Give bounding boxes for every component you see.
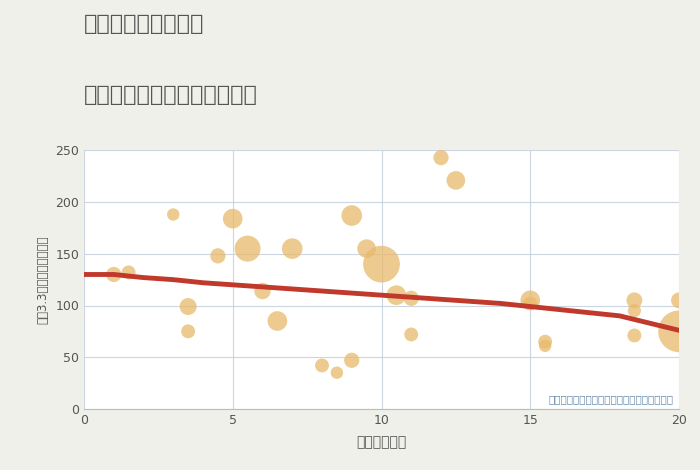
Point <box>287 245 298 252</box>
Point <box>525 300 536 307</box>
Point <box>108 271 119 278</box>
Point <box>391 291 402 299</box>
Point <box>540 338 551 345</box>
Point <box>629 332 640 339</box>
Point <box>361 245 372 252</box>
Point <box>123 269 134 276</box>
Point <box>376 260 387 268</box>
Point <box>346 212 357 219</box>
Point <box>673 328 685 335</box>
Point <box>450 177 461 184</box>
Point <box>242 245 253 252</box>
X-axis label: 駅距離（分）: 駅距離（分） <box>356 435 407 449</box>
Point <box>435 154 447 161</box>
Point <box>540 342 551 350</box>
Point <box>525 297 536 304</box>
Point <box>272 317 283 325</box>
Point <box>629 307 640 314</box>
Point <box>257 287 268 295</box>
Point <box>212 252 223 259</box>
Point <box>406 331 417 338</box>
Point <box>183 303 194 310</box>
Point <box>227 215 238 222</box>
Text: 駅距離別中古マンション価格: 駅距離別中古マンション価格 <box>84 85 258 105</box>
Point <box>331 369 342 376</box>
Point <box>183 328 194 335</box>
Point <box>316 362 328 369</box>
Point <box>406 295 417 302</box>
Y-axis label: 平（3.3㎡）単価（万円）: 平（3.3㎡）単価（万円） <box>36 235 50 324</box>
Point <box>168 211 179 218</box>
Point <box>346 357 357 364</box>
Point <box>673 297 685 304</box>
Text: 埼玉県本庄市本町の: 埼玉県本庄市本町の <box>84 14 204 34</box>
Point <box>629 297 640 304</box>
Text: 円の大きさは、取引のあった物件面積を示す: 円の大きさは、取引のあった物件面積を示す <box>548 394 673 404</box>
